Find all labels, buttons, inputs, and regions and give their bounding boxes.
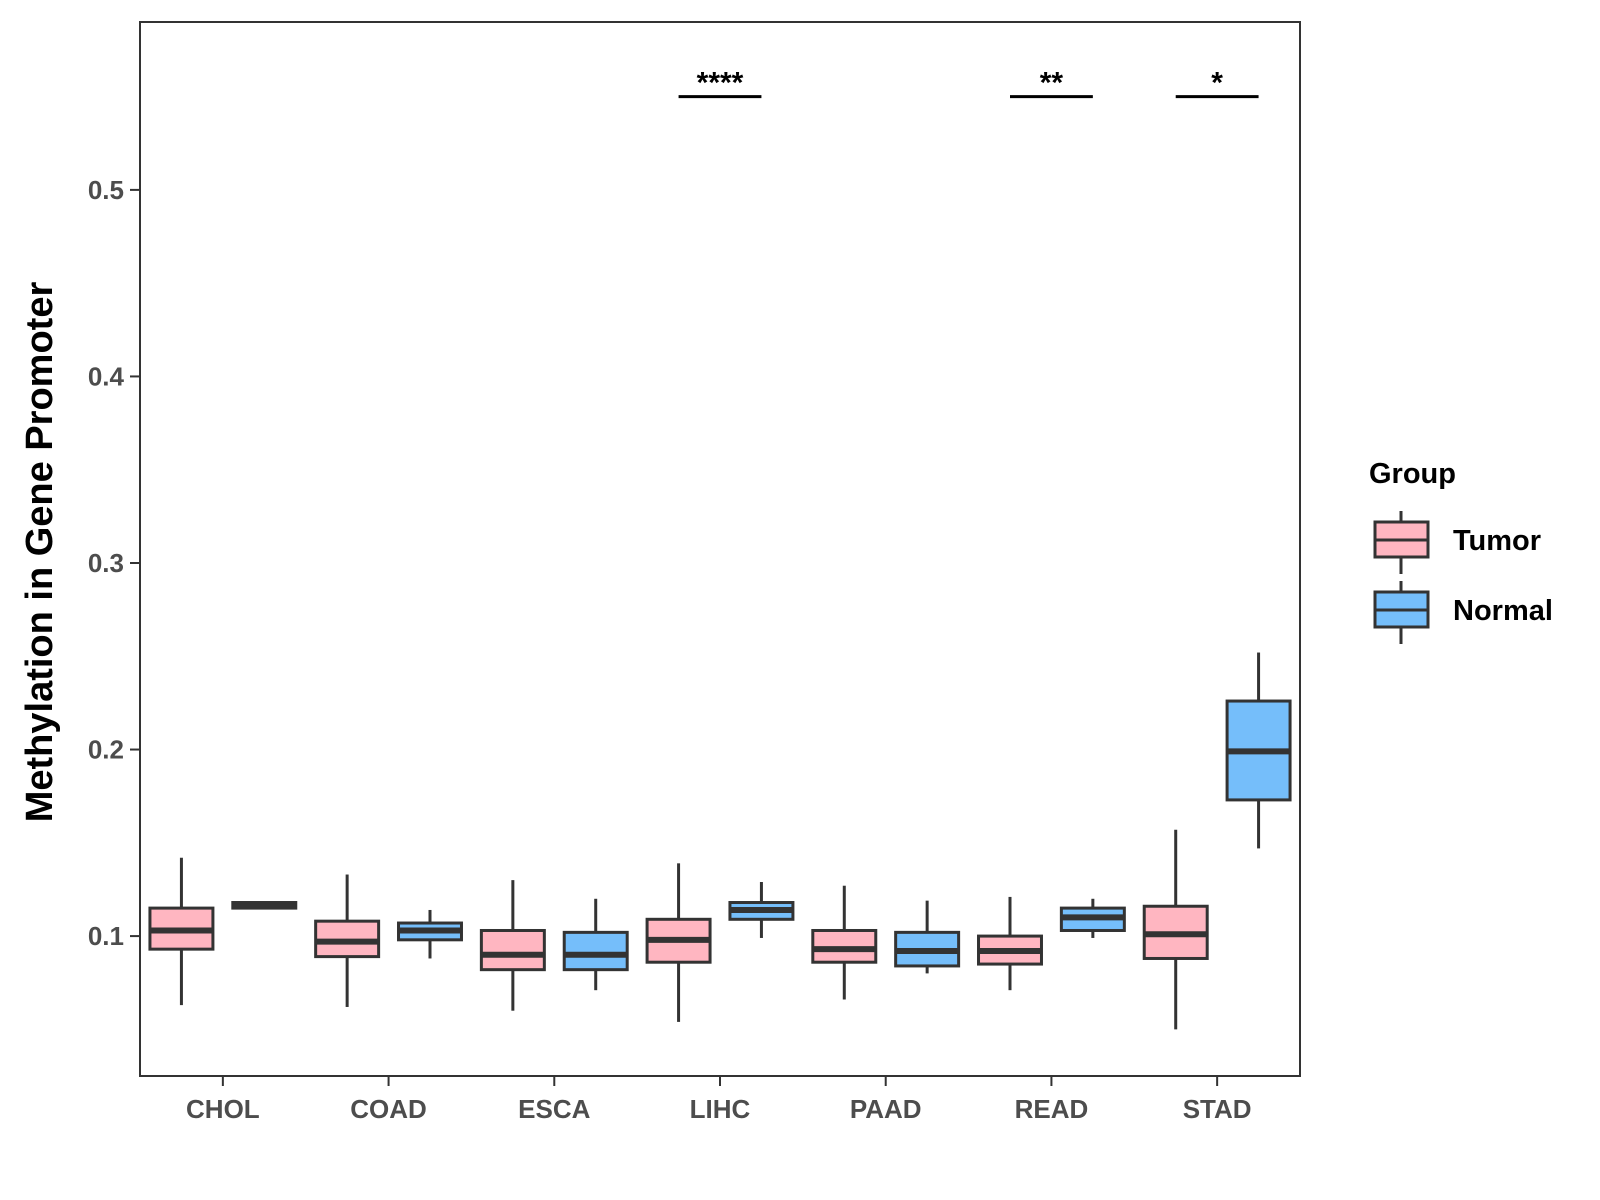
box-layer [148,652,1292,1030]
significance-layer: **** ** * [678,67,1259,100]
y-tick-label-4: 0.5 [88,175,124,205]
box-normal-paad [894,900,961,974]
box-tumor-read [977,896,1043,991]
x-tick-label-esca: ESCA [518,1094,590,1124]
box-tumor-stad [1142,829,1209,1030]
significance-label-read: ** [1040,67,1064,100]
y-axis: 0.1 0.2 0.3 0.4 0.5 [88,175,140,951]
x-tick-label-chol: CHOL [186,1094,260,1124]
box-body-tumor-esca [479,928,546,972]
legend-title: Group [1369,458,1456,490]
box-normal-esca [562,898,629,991]
legend-label-tumor: Tumor [1453,525,1541,557]
y-tick-label-2: 0.3 [88,548,124,578]
y-tick-label-3: 0.4 [88,361,125,391]
x-tick-label-coad: COAD [350,1094,427,1124]
legend-key-normal [1373,581,1430,644]
legend: Group Tumor Normal [1369,458,1553,644]
y-tick-label-1: 0.2 [88,735,124,765]
legend-label-normal: Normal [1453,595,1553,627]
significance-label-lihc: **** [697,67,744,100]
x-axis: CHOL COAD ESCA LIHC PAAD READ STAD [186,1076,1252,1124]
box-tumor-paad [811,885,878,1000]
significance-label-stad: * [1211,67,1223,100]
box-normal-lihc [728,881,795,938]
x-tick-label-paad: PAAD [850,1094,922,1124]
box-normal-stad [1225,652,1292,849]
box-tumor-lihc [645,863,712,1022]
x-tick-label-read: READ [1015,1094,1089,1124]
x-tick-label-lihc: LIHC [690,1094,751,1124]
box-normal-read [1059,898,1126,938]
x-tick-label-stad: STAD [1183,1094,1252,1124]
legend-key-tumor [1373,511,1430,574]
box-body-normal-esca [562,930,629,972]
box-normal-coad [397,909,463,959]
y-axis-title: Methylation in Gene Promoter [19,282,61,823]
y-tick-label-0: 0.1 [88,921,124,951]
box-normal-chol [231,901,298,910]
box-tumor-esca [479,880,546,1011]
box-tumor-coad [314,874,381,1007]
plot-panel [139,21,1301,1077]
box-tumor-chol [148,857,215,1006]
